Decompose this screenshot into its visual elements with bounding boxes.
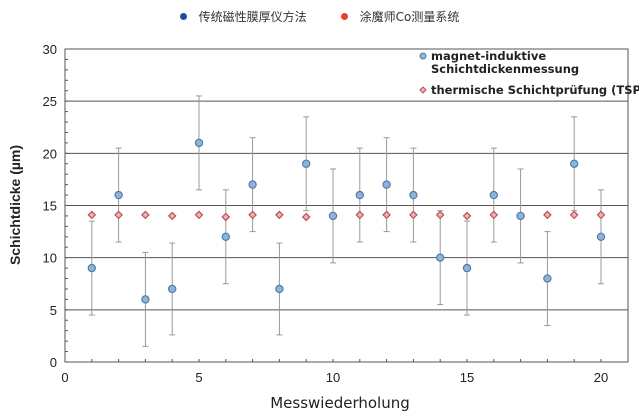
y-tick-label: 30 bbox=[43, 42, 57, 57]
legend-dot-icon bbox=[340, 13, 348, 20]
legend-diamond-icon bbox=[419, 86, 427, 94]
magnet-point bbox=[141, 295, 150, 304]
tsp-point bbox=[114, 210, 123, 220]
x-tick-label: 5 bbox=[195, 370, 202, 385]
top-legend-item-magnetic: 传统磁性膜厚仪方法 bbox=[179, 8, 307, 25]
tsp-point bbox=[489, 210, 499, 220]
y-tick-label: 15 bbox=[43, 199, 57, 214]
legend-circle-icon bbox=[419, 52, 427, 60]
magnet-point bbox=[489, 190, 498, 200]
x-tick-label: 15 bbox=[460, 370, 474, 385]
top-legend-label: 传统磁性膜厚仪方法 bbox=[198, 10, 307, 24]
x-tick-label: 10 bbox=[326, 370, 340, 385]
tsp-point bbox=[87, 210, 97, 220]
top-legend: 传统磁性膜厚仪方法 涂魔师Co测量系统 bbox=[0, 8, 639, 25]
magnet-point bbox=[355, 190, 364, 200]
top-legend-label: 涂魔师Co测量系统 bbox=[359, 10, 460, 24]
magnet-point bbox=[382, 180, 391, 189]
legend-dot-icon bbox=[179, 13, 187, 20]
tsp-point bbox=[435, 210, 445, 220]
magnet-point bbox=[221, 232, 230, 241]
top-legend-item-coatmaster: 涂魔师Co测量系统 bbox=[340, 8, 460, 25]
legend-label: thermische Schichtprüfung (TSP) bbox=[431, 83, 639, 97]
legend-label: magnet-induktive bbox=[431, 49, 546, 63]
y-tick-label: 25 bbox=[43, 94, 57, 109]
magnet-point bbox=[248, 180, 257, 189]
y-axis-label: Schichtdicke (µm) bbox=[7, 145, 23, 265]
tsp-point bbox=[275, 210, 284, 220]
magnet-point bbox=[275, 284, 284, 294]
x-tick-label: 20 bbox=[594, 370, 608, 385]
tsp-point bbox=[167, 211, 177, 221]
magnet-point bbox=[570, 159, 579, 168]
tsp-point bbox=[382, 210, 391, 220]
magnet-point bbox=[596, 232, 606, 241]
tsp-point bbox=[596, 210, 606, 220]
tsp-point bbox=[141, 210, 150, 220]
magnet-point bbox=[194, 138, 204, 148]
magnet-point bbox=[462, 263, 472, 273]
tsp-point bbox=[355, 210, 365, 220]
tsp-point bbox=[569, 210, 579, 220]
magnet-point bbox=[516, 211, 525, 221]
magnet-point bbox=[302, 159, 311, 168]
tsp-point bbox=[543, 210, 552, 220]
tsp-point bbox=[409, 210, 418, 220]
tsp-point bbox=[221, 212, 231, 222]
magnet-point bbox=[167, 284, 177, 294]
tsp-point bbox=[248, 210, 257, 220]
magnet-point bbox=[328, 211, 338, 221]
magnet-point bbox=[114, 190, 123, 200]
legend-label: Schichtdickenmessung bbox=[431, 62, 579, 76]
x-axis-label: Messwiederholung bbox=[270, 394, 410, 412]
magnet-point bbox=[409, 190, 418, 200]
magnet-point bbox=[87, 263, 97, 273]
magnet-point bbox=[543, 274, 552, 283]
y-tick-label: 5 bbox=[50, 303, 57, 318]
tsp-point bbox=[462, 211, 472, 221]
x-tick-label: 0 bbox=[61, 370, 68, 385]
y-tick-label: 0 bbox=[50, 355, 57, 370]
tsp-point bbox=[194, 210, 204, 220]
y-tick-label: 10 bbox=[43, 251, 57, 266]
tsp-point bbox=[301, 212, 311, 222]
y-tick-label: 20 bbox=[43, 146, 57, 161]
legend-box bbox=[415, 50, 627, 100]
magnet-point bbox=[436, 253, 445, 262]
